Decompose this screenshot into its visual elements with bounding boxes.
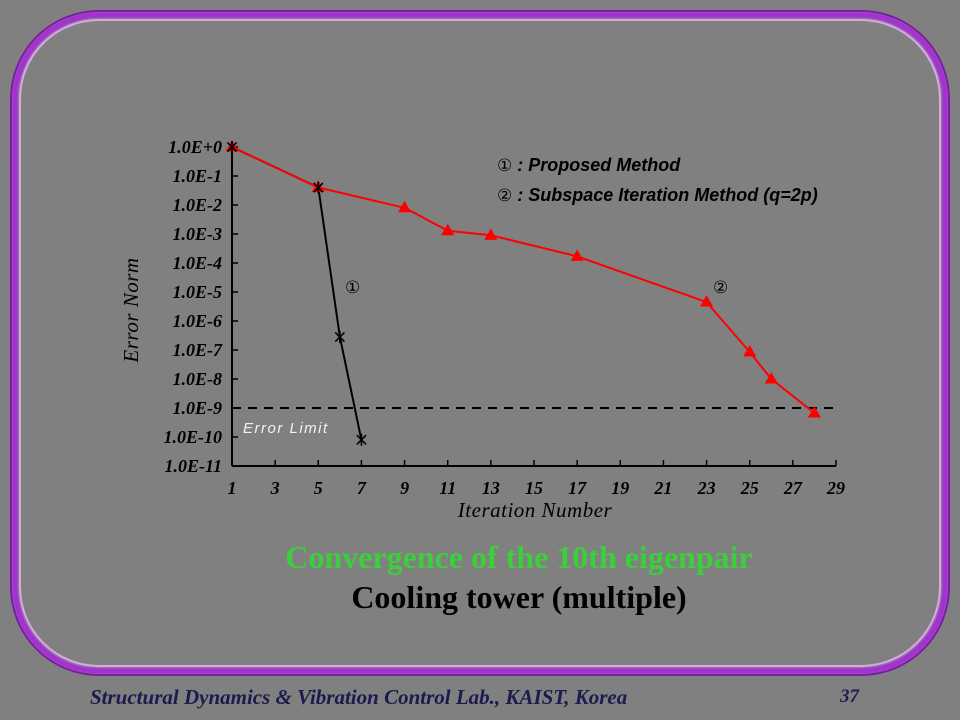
legend-entry-subspace-iteration: ②: Subspace Iteration Method (q=2p) bbox=[497, 185, 818, 206]
legend-entry-proposed-method: ①: Proposed Method bbox=[497, 155, 681, 176]
y-tick-label: 1.0E-3 bbox=[173, 224, 223, 244]
x-tick-label: 7 bbox=[357, 478, 367, 498]
x-tick-label: 27 bbox=[783, 478, 803, 498]
series-subspace-iteration-method-q-2p-point bbox=[398, 200, 412, 213]
x-tick-label: 5 bbox=[314, 478, 323, 498]
chart-axes: 1.0E+0 1.0E-1 1.0E-2 1.0E-3 1.0E-4 1.0E-5 1.0E… bbox=[164, 137, 846, 498]
series-subspace-iteration-method-q-2p-line bbox=[231, 146, 816, 414]
legend-separator: : bbox=[517, 185, 523, 205]
series-subspace-iteration-method-q-2p-point bbox=[484, 228, 498, 240]
y-tick-label: 1.0E-10 bbox=[164, 427, 223, 447]
x-tick-label: 21 bbox=[653, 478, 672, 498]
y-tick-label: 1.0E-6 bbox=[173, 311, 223, 331]
legend-symbol: ① bbox=[497, 156, 512, 176]
series-subspace-iteration-method-q-2p-point bbox=[764, 372, 778, 384]
x-tick-label: 9 bbox=[400, 478, 409, 498]
series-proposed-method-point bbox=[356, 433, 367, 446]
chart-subtitle: Cooling tower (multiple) bbox=[351, 579, 687, 615]
y-tick-label: 1.0E-2 bbox=[173, 195, 223, 215]
x-tick-label: 29 bbox=[826, 478, 845, 498]
y-tick-label: 1.0E-5 bbox=[173, 282, 223, 302]
x-tick-label: 25 bbox=[740, 478, 759, 498]
chart-series bbox=[225, 140, 821, 446]
x-tick-label: 19 bbox=[611, 478, 629, 498]
asterisk-stroke bbox=[313, 182, 324, 193]
x-tick-label: 3 bbox=[270, 478, 280, 498]
x-tick-label: 15 bbox=[525, 478, 543, 498]
series-subspace-iteration-method-q-2p-point bbox=[700, 295, 714, 307]
legend-symbol: ② bbox=[497, 186, 512, 206]
page-number: 37 bbox=[840, 686, 859, 707]
y-tick-label: 1.0E-8 bbox=[173, 369, 223, 389]
series-proposed-method-line bbox=[231, 146, 363, 441]
x-tick-label: 23 bbox=[697, 478, 716, 498]
x-tick-label: 13 bbox=[482, 478, 500, 498]
series-proposed-method-point bbox=[226, 141, 238, 153]
y-tick-label: 1.0E+0 bbox=[168, 137, 222, 157]
legend-label: Subspace Iteration Method (q=2p) bbox=[528, 185, 818, 205]
y-tick-label: 1.0E-1 bbox=[173, 166, 223, 186]
legend-separator: : bbox=[517, 155, 523, 175]
frame-inner-line bbox=[19, 19, 941, 667]
asterisk-stroke bbox=[226, 141, 238, 153]
series-subspace-iteration-method-q-2p-point bbox=[441, 223, 455, 236]
frame-outer-line bbox=[12, 12, 948, 674]
series-subspace-iteration-method-q-2p-point bbox=[807, 406, 821, 418]
x-axis-title: Iteration Number bbox=[457, 498, 613, 522]
y-tick-label: 1.0E-4 bbox=[173, 253, 223, 273]
x-tick-label: 17 bbox=[568, 478, 587, 498]
asterisk-stroke bbox=[356, 434, 367, 445]
asterisk-stroke bbox=[334, 331, 346, 343]
chart-title: Convergence of the 10th eigenpair bbox=[285, 539, 753, 575]
series-proposed-method-point bbox=[334, 331, 346, 344]
series-subspace-iteration-method-q-2p-point bbox=[570, 249, 584, 261]
y-tick-label: 1.0E-11 bbox=[164, 456, 222, 476]
y-axis-title: Error Norm bbox=[119, 257, 143, 363]
y-tick-label: 1.0E-9 bbox=[173, 398, 223, 418]
x-tick-label: 1 bbox=[228, 478, 237, 498]
error-limit-label: Error Limit bbox=[243, 420, 329, 437]
chart-legend: ①: Proposed Method ②: Subspace Iteration M… bbox=[497, 155, 818, 206]
curve-label-subspace-iteration: ② bbox=[713, 278, 728, 298]
series-proposed-method-point bbox=[313, 181, 324, 194]
x-tick-label: 11 bbox=[439, 478, 456, 498]
legend-label: Proposed Method bbox=[528, 155, 681, 175]
curve-label-proposed-method: ① bbox=[345, 278, 360, 298]
footer-lab-name: Structural Dynamics & Vibration Control … bbox=[90, 685, 628, 709]
y-tick-label: 1.0E-7 bbox=[173, 340, 224, 360]
series-subspace-iteration-method-q-2p-point bbox=[743, 345, 757, 357]
frame-shadow-line bbox=[10, 10, 950, 676]
